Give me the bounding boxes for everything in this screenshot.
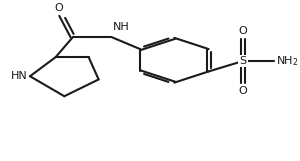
Text: HN: HN	[11, 71, 28, 81]
Text: O: O	[238, 26, 247, 36]
Text: S: S	[239, 56, 247, 66]
Text: NH$_2$: NH$_2$	[275, 54, 298, 68]
Text: O: O	[54, 3, 63, 13]
Text: O: O	[238, 86, 247, 96]
Text: NH: NH	[113, 22, 130, 32]
